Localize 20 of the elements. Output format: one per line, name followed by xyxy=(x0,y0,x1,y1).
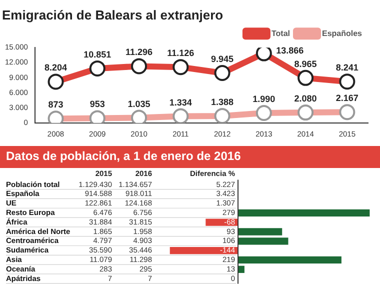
data-label: 8.965 xyxy=(294,58,317,69)
data-label: 1.035 xyxy=(128,98,150,109)
data-label: 873 xyxy=(48,100,64,110)
data-label: 9.945 xyxy=(211,54,234,64)
legend-label: Españoles xyxy=(322,28,363,38)
data-label: 8.241 xyxy=(336,62,358,73)
data-label: 11.126 xyxy=(167,48,194,58)
data-label: 1.990 xyxy=(252,94,276,104)
data-label: 2.167 xyxy=(336,93,358,104)
data-label: 2.080 xyxy=(294,94,317,104)
data-label: 11.296 xyxy=(126,47,153,58)
data-label: 1.334 xyxy=(169,97,192,108)
data-label: 953 xyxy=(90,99,105,110)
data-label: 1.388 xyxy=(211,97,234,108)
chart-title: Emigración de Balears al extranjero xyxy=(2,7,224,22)
data-label: 13.866 xyxy=(276,45,304,56)
text: Datos de población, a 1 de enero de 2016 xyxy=(0,146,380,168)
data-label: 8.204 xyxy=(44,62,68,73)
legend-label: Total xyxy=(271,28,290,38)
data-label: 10.851 xyxy=(84,49,112,60)
